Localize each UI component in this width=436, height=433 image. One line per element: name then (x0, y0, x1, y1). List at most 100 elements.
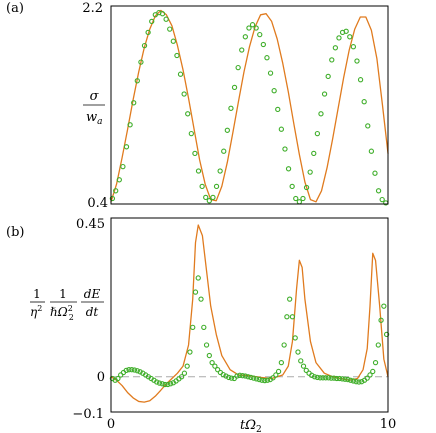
panel-b-ytick-zero: 0 (97, 370, 105, 385)
panel-a-green-marker (354, 58, 360, 64)
panel-b-green-marker (378, 317, 384, 323)
panel-b-ytick-top: 0.45 (76, 217, 105, 232)
panel-b-green-marker (129, 367, 135, 373)
panel-a-ylabel-den-main: w (86, 110, 97, 125)
panel-b-ylabel-f1-den: η2 (30, 304, 42, 319)
panel-b-green-marker (167, 381, 174, 387)
panel-a-green-marker (109, 195, 116, 202)
panel-b-green-marker (245, 374, 251, 380)
panel-b-green-marker (345, 376, 351, 383)
panel-b-green-marker (264, 377, 271, 383)
panel-b-green-marker (328, 375, 334, 381)
panel-a-green-marker (116, 177, 122, 183)
panel-b-green-marker (259, 377, 265, 383)
panel-b-plot-area (109, 224, 390, 403)
panel-b-green-marker (156, 380, 163, 386)
panel-a-green-marker (134, 78, 140, 84)
panel-a-green-marker (311, 150, 317, 157)
panel-b-frame (110, 217, 389, 413)
panel-b-green-marker (209, 359, 215, 366)
panel-b-green-marker (303, 367, 309, 374)
panel-b-green-marker (223, 373, 229, 379)
panel-a-ylabel-den-sub: a (97, 117, 102, 127)
panel-a-green-marker (239, 47, 245, 53)
panel-b-green-marker (273, 372, 279, 378)
panel-a-green-marker (163, 16, 169, 22)
panel-a-green-marker (267, 70, 274, 76)
panel-a-green-marker (350, 44, 357, 50)
panel-b-green-marker (370, 368, 376, 375)
panel-b-green-marker (187, 349, 193, 355)
panel-a-green-marker (307, 169, 313, 175)
panel-a-green-marker (231, 84, 238, 91)
panel-a-green-marker (224, 127, 230, 133)
panel-a-green-marker (149, 18, 155, 25)
panel-a-green-marker (347, 34, 353, 40)
panel-a-green-marker (192, 150, 198, 157)
panel-a-green-marker (203, 194, 209, 201)
panel-b-green-marker (323, 375, 329, 381)
panel-b-green-marker (192, 289, 199, 295)
panel-b-orange-curve (110, 224, 389, 403)
panel-a-green-marker (127, 122, 133, 128)
panel-a-green-marker (145, 29, 151, 36)
panel-b-green-marker (320, 375, 326, 381)
panel-a-green-marker (120, 163, 126, 170)
panel-b-green-marker (311, 374, 318, 380)
panel-b-green-marker (115, 375, 121, 382)
panel-b-green-marker (350, 378, 357, 384)
panel-b-green-marker (334, 375, 340, 382)
panel-a-ytick-bottom: 0.4 (87, 196, 108, 211)
panel-a-ytick-top: 2.2 (82, 1, 103, 16)
panel-b-green-marker (178, 374, 185, 380)
panel-b-green-marker (234, 373, 240, 379)
panel-a-green-marker (177, 71, 184, 77)
panel-a-green-marker (275, 106, 281, 113)
panel-a-green-marker (375, 188, 382, 194)
panel-a-green-marker (257, 31, 263, 38)
panel-a-green-marker (289, 183, 295, 190)
panel-b-green-marker (292, 335, 298, 341)
panel-a-green-marker (314, 130, 321, 137)
panel-b-green-marker (289, 314, 296, 320)
panel-a-green-marker (253, 25, 259, 31)
panel-a-green-marker (242, 34, 248, 40)
panel-b-green-marker (381, 303, 387, 309)
panel-b-green-marker (353, 379, 359, 385)
panel-a-ylabel-num: σ (90, 89, 100, 104)
panel-b-green-marker (184, 363, 190, 369)
panel-b-green-marker (154, 379, 160, 385)
panel-a: (a) 2.2 0.4 σ wa (6, 1, 389, 211)
panel-b-ylabel-f2-num: 1 (59, 287, 67, 301)
panel-a-green-marker (321, 91, 328, 97)
panel-a-green-marker (217, 168, 223, 174)
panel-a-green-marker (285, 166, 292, 172)
panel-b-green-marker (123, 367, 129, 374)
panel-a-green-marker (329, 57, 335, 63)
panel-a-green-marker (170, 38, 176, 44)
panel-b-green-marker (181, 370, 188, 376)
panel-b-green-marker (375, 342, 381, 348)
panel-a-green-marker (188, 130, 194, 137)
panel-a-green-marker (300, 195, 306, 202)
panel-a-ylabel-den: wa (86, 110, 103, 127)
panel-b-green-marker (212, 363, 218, 369)
panel-a-green-marker (167, 26, 173, 32)
panel-b-green-marker (203, 342, 210, 348)
panel-a-green-marker (174, 52, 180, 59)
panel-b-label: (b) (6, 225, 24, 240)
panel-a-green-marker (195, 168, 202, 174)
panel-b-xtick-left: 0 (107, 417, 115, 432)
panel-b-green-marker (253, 376, 260, 382)
panel-b-green-marker (300, 363, 307, 369)
panel-b-green-marker (239, 373, 246, 379)
panel-b-green-marker (198, 296, 204, 302)
panel-b-green-marker (359, 379, 365, 385)
panel-a-green-marker (228, 105, 234, 111)
panel-a-green-marker (368, 148, 375, 154)
panel-b-green-marker (237, 372, 243, 378)
panel-b-xlabel: tΩ2 (240, 418, 262, 433)
panel-a-ylabel: σ wa (83, 89, 105, 127)
panel-b-green-marker (251, 375, 257, 381)
